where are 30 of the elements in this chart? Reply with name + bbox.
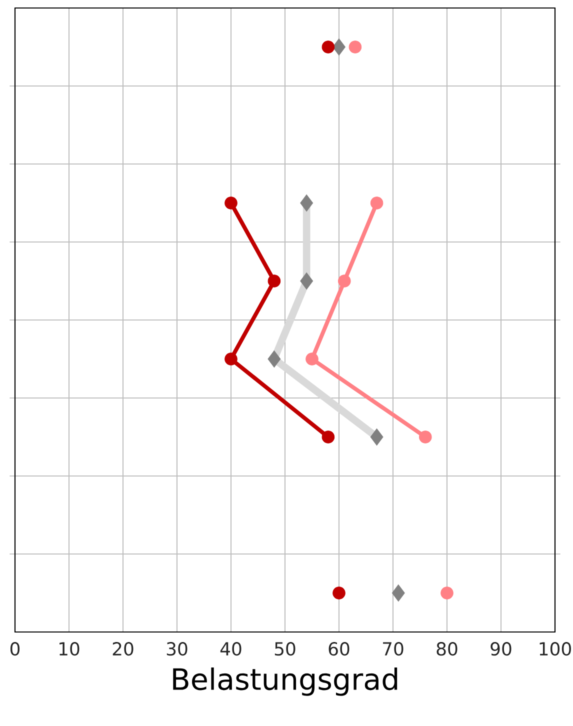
point: [322, 430, 335, 444]
x-tick-label: 20: [112, 642, 134, 656]
x-tick-label: 10: [60, 642, 80, 656]
x-tick-label: 80: [436, 642, 458, 656]
point: [300, 272, 314, 290]
point: [268, 350, 281, 368]
x-tick-label: 0: [10, 642, 20, 656]
x-tick-label: 50: [274, 642, 296, 656]
x-axis-title: Belastungsgrad: [173, 667, 398, 696]
point: [322, 40, 335, 54]
point: [268, 274, 281, 288]
point: [370, 428, 384, 446]
point: [332, 586, 346, 600]
x-tick-label: 90: [490, 642, 512, 656]
point: [370, 196, 384, 210]
x-tick-label: 30: [166, 642, 188, 656]
point: [306, 352, 318, 366]
x-tick-label: 70: [383, 642, 404, 656]
point: [224, 352, 238, 366]
point: [338, 274, 351, 288]
point: [418, 430, 432, 444]
point: [300, 194, 314, 212]
point: [332, 38, 346, 56]
x-tick-label: 40: [220, 642, 242, 656]
x-tick-label: 60: [328, 642, 350, 656]
point: [392, 584, 405, 602]
x-tick-label: 100: [540, 642, 571, 656]
point: [440, 586, 454, 600]
point: [224, 196, 238, 210]
point: [348, 40, 362, 54]
